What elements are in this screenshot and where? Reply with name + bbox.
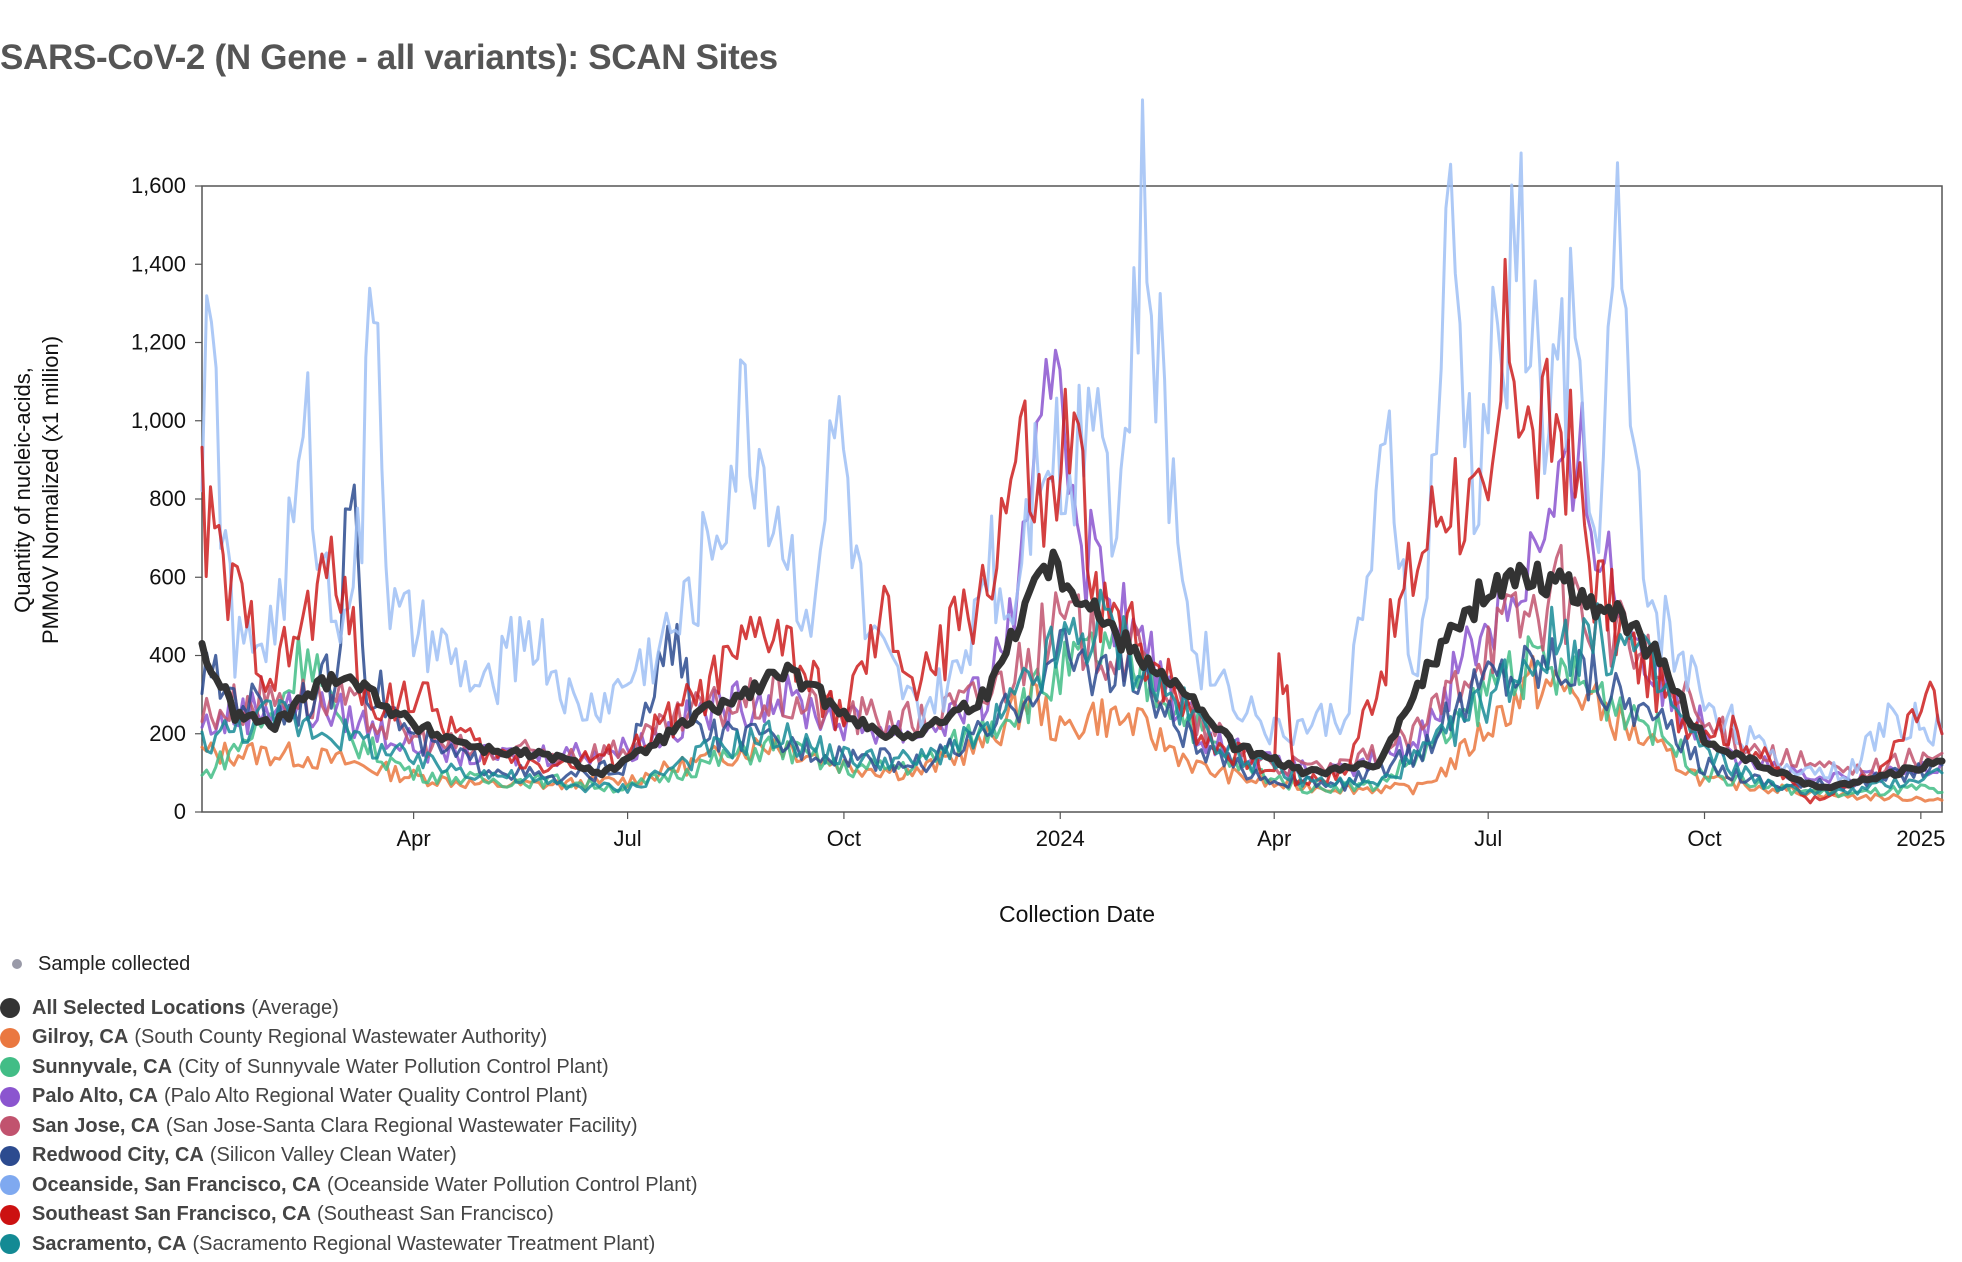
legend-item[interactable]: Gilroy, CA (South County Regional Wastewa…	[0, 1024, 547, 1052]
series-line-all-selected-locations	[198, 548, 1946, 792]
legend-item[interactable]: Palo Alto, CA (Palo Alto Regional Water Q…	[0, 1083, 588, 1111]
legend-item-facility: (San Jose-Santa Clara Regional Wastewate…	[165, 1114, 638, 1137]
legend-item[interactable]: Sunnyvale, CA (City of Sunnyvale Water Po…	[0, 1053, 609, 1081]
y-tick-label: 0	[174, 799, 186, 824]
x-tick-label: 2025	[1896, 826, 1945, 851]
y-tick-label: 800	[149, 486, 186, 511]
y-tick-label: 1,400	[131, 251, 186, 276]
x-tick-label: Apr	[396, 826, 430, 851]
legend-item-name: Sacramento, CA	[32, 1232, 187, 1255]
y-axis-label: Quantity of nucleic-acids, PMMoV Normaliz…	[10, 336, 63, 644]
x-tick-label: 2024	[1036, 826, 1085, 851]
legend-item[interactable]: Oceanside, San Francisco, CA (Oceanside W…	[0, 1171, 698, 1199]
y-axis-label-line2: PMMoV Normalized (x1 million)	[38, 336, 63, 644]
legend-color-dot-icon	[0, 1204, 20, 1225]
sample-dot-icon	[12, 959, 22, 969]
legend-item-facility: (Oceanside Water Pollution Control Plant…	[327, 1173, 698, 1196]
y-tick-label: 1,600	[131, 173, 186, 198]
legend-item[interactable]: All Selected Locations (Average)	[0, 994, 339, 1022]
legend-color-dot-icon	[0, 1057, 20, 1077]
legend-item-name: Southeast San Francisco, CA	[32, 1203, 311, 1225]
series-line-oceanside-san-francisco-ca	[200, 98, 1944, 782]
legend-item[interactable]: Redwood City, CA (Silicon Valley Clean Wa…	[0, 1142, 457, 1170]
legend-item-facility: (Palo Alto Regional Water Quality Contro…	[163, 1085, 588, 1107]
legend-color-dot-icon	[0, 1086, 20, 1107]
legend-item-name: All Selected Locations	[32, 996, 246, 1019]
series-line-sunnyvale-ca	[200, 625, 1944, 799]
x-tick-label: Oct	[1687, 826, 1721, 851]
y-tick-label: 600	[149, 564, 186, 589]
series-line-sacramento-ca	[200, 588, 1944, 797]
legend-item-name: Sunnyvale, CA	[32, 1055, 173, 1078]
legend-color-dot-icon	[0, 1116, 20, 1136]
legend-color-dot-icon	[0, 1145, 20, 1166]
legend-item-facility: (Average)	[251, 996, 339, 1019]
legend-item-facility: (Sacramento Regional Wastewater Treatmen…	[192, 1232, 656, 1255]
x-tick-label: Jul	[1474, 826, 1502, 851]
y-tick-label: 1,000	[131, 408, 186, 433]
legend-item-facility: (City of Sunnyvale Water Pollution Contr…	[178, 1055, 609, 1078]
legend-item-name: Palo Alto, CA	[32, 1085, 158, 1107]
legend-color-dot-icon	[0, 998, 20, 1018]
legend-item-name: San Jose, CA	[32, 1114, 160, 1137]
y-tick-label: 200	[149, 721, 186, 746]
y-tick-label: 400	[149, 643, 186, 668]
x-axis-label: Collection Date	[999, 901, 1155, 927]
legend-item-facility: (Silicon Valley Clean Water)	[209, 1144, 457, 1166]
page-title: SARS-CoV-2 (N Gene - all variants): SCAN…	[0, 38, 778, 77]
legend-item-facility: (South County Regional Wastewater Author…	[134, 1026, 548, 1048]
legend-item-name: Gilroy, CA	[32, 1026, 129, 1048]
legend-item-name: Redwood City, CA	[32, 1144, 204, 1166]
series-line-southeast-san-francisco-ca	[200, 257, 1944, 805]
legend-color-dot-icon	[0, 1027, 20, 1048]
legend-item-sample: Sample collected	[0, 950, 190, 978]
legend-color-dot-icon	[0, 1234, 20, 1254]
legend-item[interactable]: San Jose, CA (San Jose-Santa Clara Region…	[0, 1112, 638, 1140]
y-tick-label: 1,200	[131, 330, 186, 355]
series-line-palo-alto-ca	[200, 348, 1944, 787]
y-axis-label-line1: Quantity of nucleic-acids,	[10, 367, 35, 613]
legend-color-dot-icon	[0, 1175, 20, 1195]
x-tick-label: Jul	[614, 826, 642, 851]
legend-sample-label: Sample collected	[38, 952, 191, 975]
legend-item[interactable]: Sacramento, CA (Sacramento Regional Waste…	[0, 1230, 655, 1258]
legend-item-facility: (Southeast San Francisco)	[316, 1203, 554, 1225]
x-tick-label: Apr	[1257, 826, 1291, 851]
legend-item-name: Oceanside, San Francisco, CA	[32, 1173, 321, 1196]
x-tick-label: Oct	[827, 826, 861, 851]
legend-item[interactable]: Southeast San Francisco, CA (Southeast Sa…	[0, 1201, 554, 1229]
